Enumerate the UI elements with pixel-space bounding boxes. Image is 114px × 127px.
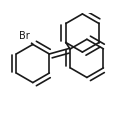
Text: Br: Br	[19, 31, 29, 41]
